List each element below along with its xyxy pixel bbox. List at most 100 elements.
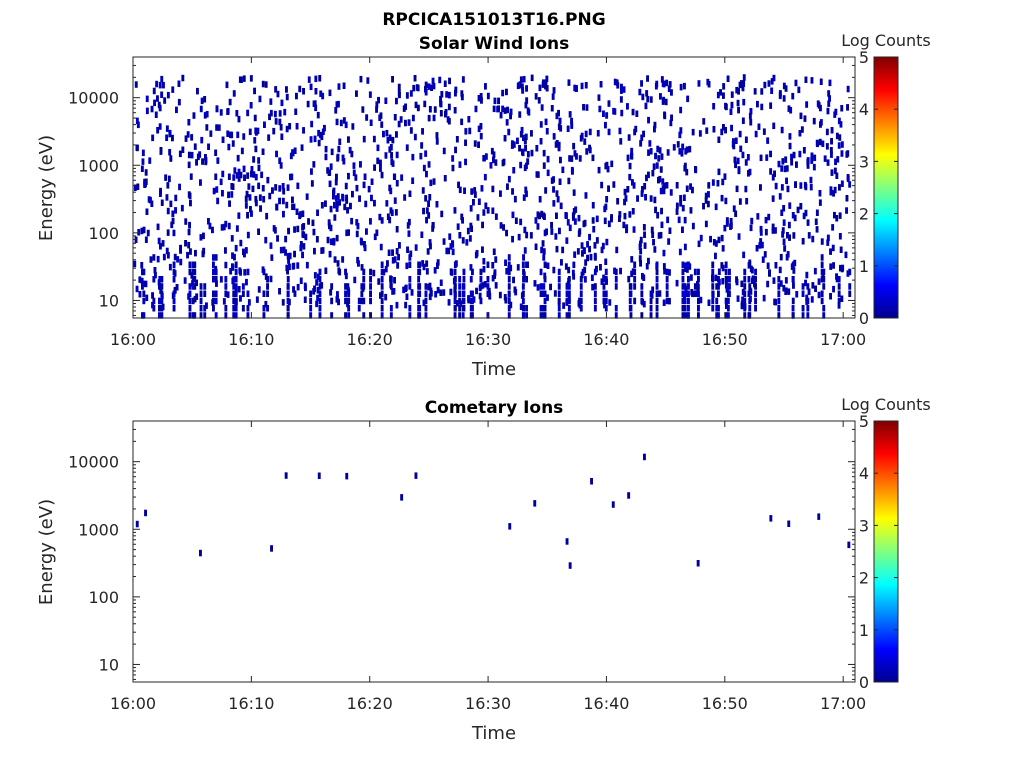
solar-wind-title: Solar Wind Ions (419, 34, 570, 54)
solar-wind-cell (631, 208, 635, 215)
solar-wind-cell (558, 117, 562, 125)
solar-wind-cell (481, 246, 484, 253)
solar-wind-cell (282, 188, 286, 195)
solar-wind-cell (246, 212, 249, 219)
solar-wind-cell (328, 222, 331, 230)
solar-wind-cell (431, 222, 435, 229)
solar-wind-cell (614, 268, 618, 276)
solar-wind-cell (217, 124, 221, 131)
solar-wind-cell (726, 305, 730, 312)
solar-wind-cell (212, 261, 215, 268)
solar-wind-cell (649, 96, 653, 103)
solar-wind-cell (480, 97, 483, 104)
solar-wind-cell (681, 290, 685, 297)
solar-wind-cell (396, 262, 400, 269)
solar-wind-cell (649, 297, 653, 305)
solar-wind-cell (670, 114, 673, 121)
solar-wind-cell (681, 276, 685, 283)
solar-wind-cell (794, 181, 797, 188)
solar-wind-cell (807, 232, 811, 239)
solar-wind-cell (647, 116, 650, 124)
solar-wind-cell (626, 186, 630, 193)
solar-wind-cell (653, 246, 657, 253)
solar-wind-cell (329, 205, 333, 213)
solar-wind-cell (321, 92, 325, 100)
solar-wind-cell (749, 288, 753, 295)
solar-wind-cell (198, 151, 202, 158)
solar-wind-cell (138, 291, 142, 298)
solar-wind-cell (572, 189, 576, 196)
solar-wind-cell (522, 268, 525, 276)
solar-wind-cell (181, 146, 185, 153)
solar-wind-cell (819, 78, 823, 85)
solar-wind-cell (342, 117, 346, 124)
solar-wind-cell (640, 134, 644, 141)
solar-wind-cell (804, 76, 808, 83)
solar-wind-cell (521, 148, 524, 156)
solar-wind-ytick-label: 100 (88, 224, 119, 243)
solar-wind-cell (307, 76, 311, 83)
solar-wind-cell (522, 134, 525, 142)
solar-wind-cell (783, 245, 787, 252)
solar-wind-cell (373, 199, 376, 207)
solar-wind-cell (786, 185, 790, 193)
solar-wind-cell (356, 222, 360, 230)
solar-wind-cell (654, 152, 657, 160)
solar-wind-cell (274, 86, 278, 93)
solar-wind-cell (460, 118, 464, 126)
solar-wind-cell (837, 297, 841, 305)
solar-wind-cell (743, 297, 747, 305)
solar-wind-xtick-label: 16:40 (583, 330, 629, 349)
solar-wind-cell (439, 110, 443, 117)
solar-wind-cell (825, 143, 829, 150)
solar-wind-cell (388, 134, 392, 141)
solar-wind-cell (681, 261, 685, 268)
solar-wind-cell (164, 174, 168, 181)
solar-wind-cell (368, 91, 372, 98)
cometary-cell (643, 453, 646, 461)
solar-wind-cell (770, 87, 774, 94)
solar-wind-cell (214, 290, 218, 297)
solar-wind-cell (491, 185, 495, 193)
solar-wind-cell (389, 305, 393, 312)
solar-wind-cell (492, 156, 495, 164)
solar-wind-cell (492, 248, 496, 255)
solar-wind-cell (832, 285, 835, 293)
solar-wind-cell (738, 130, 742, 138)
solar-wind-cell (145, 208, 149, 215)
solar-wind-cell (848, 283, 852, 290)
solar-wind-cell (469, 276, 473, 283)
solar-wind-cell (335, 205, 339, 212)
solar-wind-cell (298, 212, 302, 220)
solar-wind-cell (729, 222, 733, 229)
solar-wind-cell (242, 75, 246, 82)
solar-wind-cell (479, 283, 483, 290)
solar-wind-cell (440, 210, 444, 218)
solar-wind-cell (432, 114, 436, 122)
solar-wind-cell (630, 147, 634, 155)
solar-wind-cell (813, 154, 817, 162)
solar-wind-cell (688, 145, 692, 153)
solar-wind-cell (469, 297, 473, 305)
solar-wind-cell (717, 305, 720, 312)
solar-wind-cell (157, 237, 161, 245)
solar-wind-cell (711, 283, 715, 290)
solar-wind-cell (583, 138, 587, 145)
solar-wind-cell (524, 133, 528, 141)
solar-wind-cell (341, 256, 345, 263)
solar-wind-cell (405, 293, 409, 300)
solar-wind-cell (318, 75, 322, 82)
solar-wind-cell (458, 161, 462, 168)
solar-wind-cell (439, 100, 442, 107)
solar-wind-cell (239, 171, 243, 179)
solar-wind-cell (578, 228, 582, 235)
solar-wind-cell (393, 173, 397, 180)
solar-wind-cell (261, 185, 265, 192)
solar-wind-cell (832, 190, 835, 197)
solar-wind-cell (791, 261, 795, 268)
solar-wind-cell (822, 276, 826, 283)
solar-wind-cell (730, 124, 733, 132)
solar-wind-cell (787, 221, 791, 229)
solar-wind-cell (737, 106, 740, 114)
solar-wind-cell (753, 88, 757, 95)
